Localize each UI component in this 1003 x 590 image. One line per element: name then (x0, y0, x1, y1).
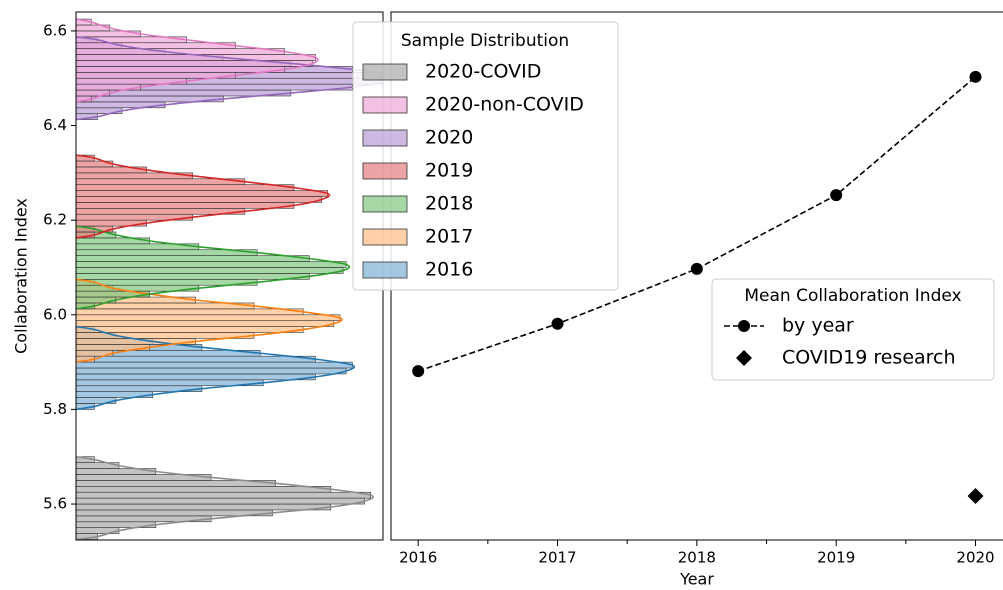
legend-label: 2020-COVID (425, 61, 541, 83)
hist-bar (76, 60, 313, 67)
legend-label: 2020 (425, 127, 473, 149)
legend-swatch (362, 261, 408, 279)
hist-bar (76, 66, 286, 73)
legend-marker (736, 350, 752, 366)
hist-bar (76, 497, 365, 505)
legend-swatch (362, 63, 408, 81)
kde-curve (76, 36, 383, 121)
hist-bar (76, 273, 310, 280)
histogram-area (76, 18, 383, 540)
hist-bar (76, 308, 304, 316)
legend-swatch (362, 162, 408, 180)
x-tick-label: 2020 (956, 549, 994, 567)
kde-curve (76, 455, 374, 540)
y-tick-label: 6.4 (43, 116, 67, 134)
x-tick-label: 2019 (817, 549, 855, 567)
y-tick-label: 5.6 (43, 495, 67, 513)
hist-bar (76, 261, 347, 268)
legend-label: 2018 (425, 193, 473, 215)
legend-swatch (362, 195, 408, 213)
hist-bar (76, 503, 332, 511)
legend-label: 2017 (425, 226, 473, 248)
hist-bar (76, 202, 295, 209)
hist-bar (76, 267, 344, 274)
legend-label: by year (782, 315, 854, 337)
legend-label: 2016 (425, 259, 473, 281)
point-marker (969, 70, 982, 83)
hist-bar (76, 486, 332, 493)
legend-label: 2019 (425, 160, 473, 182)
hist-bar (76, 367, 347, 375)
hist-bar (76, 196, 322, 203)
hist-bar (76, 190, 329, 197)
point-marker (551, 317, 564, 330)
hist-bar (76, 326, 304, 333)
kde-curve (76, 18, 319, 103)
legend-title: Sample Distribution (401, 31, 569, 51)
legend-label: 2020-non-COVID (425, 94, 584, 116)
legend-swatch (362, 96, 408, 114)
x-tick-label: 2017 (538, 549, 576, 567)
legend-box (711, 278, 995, 381)
kde-curve (76, 225, 351, 310)
x-tick-label: 2016 (399, 549, 437, 567)
legend-box (352, 21, 619, 291)
legend-swatch (362, 228, 408, 246)
y-tick-label: 6.2 (43, 211, 67, 229)
point-marker (690, 262, 703, 275)
y-tick-label: 5.8 (43, 400, 67, 418)
y-tick-label: 6.6 (43, 21, 67, 39)
x-tick-label: 2018 (678, 549, 716, 567)
legend-title: Mean Collaboration Index (744, 286, 961, 306)
hist-bar (76, 184, 295, 191)
legend-marker (738, 320, 750, 332)
hist-bar (76, 361, 353, 369)
y-axis-label: Collaboration Index (12, 198, 31, 354)
line (417, 76, 977, 372)
hist-bar (76, 314, 341, 322)
kde-curve (76, 325, 356, 411)
diamond-marker (967, 488, 984, 504)
legend-swatch (362, 129, 408, 147)
x-axis-label: Year (679, 570, 714, 589)
point-marker (830, 189, 843, 202)
kde-curve (76, 154, 331, 239)
kde-curve (76, 278, 343, 363)
hist-bar (76, 255, 310, 262)
legend-label: COVID19 research (782, 347, 956, 369)
hist-bar (76, 491, 372, 499)
y-tick-label: 6.0 (43, 305, 67, 323)
hist-bar (76, 373, 316, 381)
hist-bar (76, 320, 335, 327)
point-marker (412, 365, 425, 378)
hist-bar (76, 355, 316, 363)
